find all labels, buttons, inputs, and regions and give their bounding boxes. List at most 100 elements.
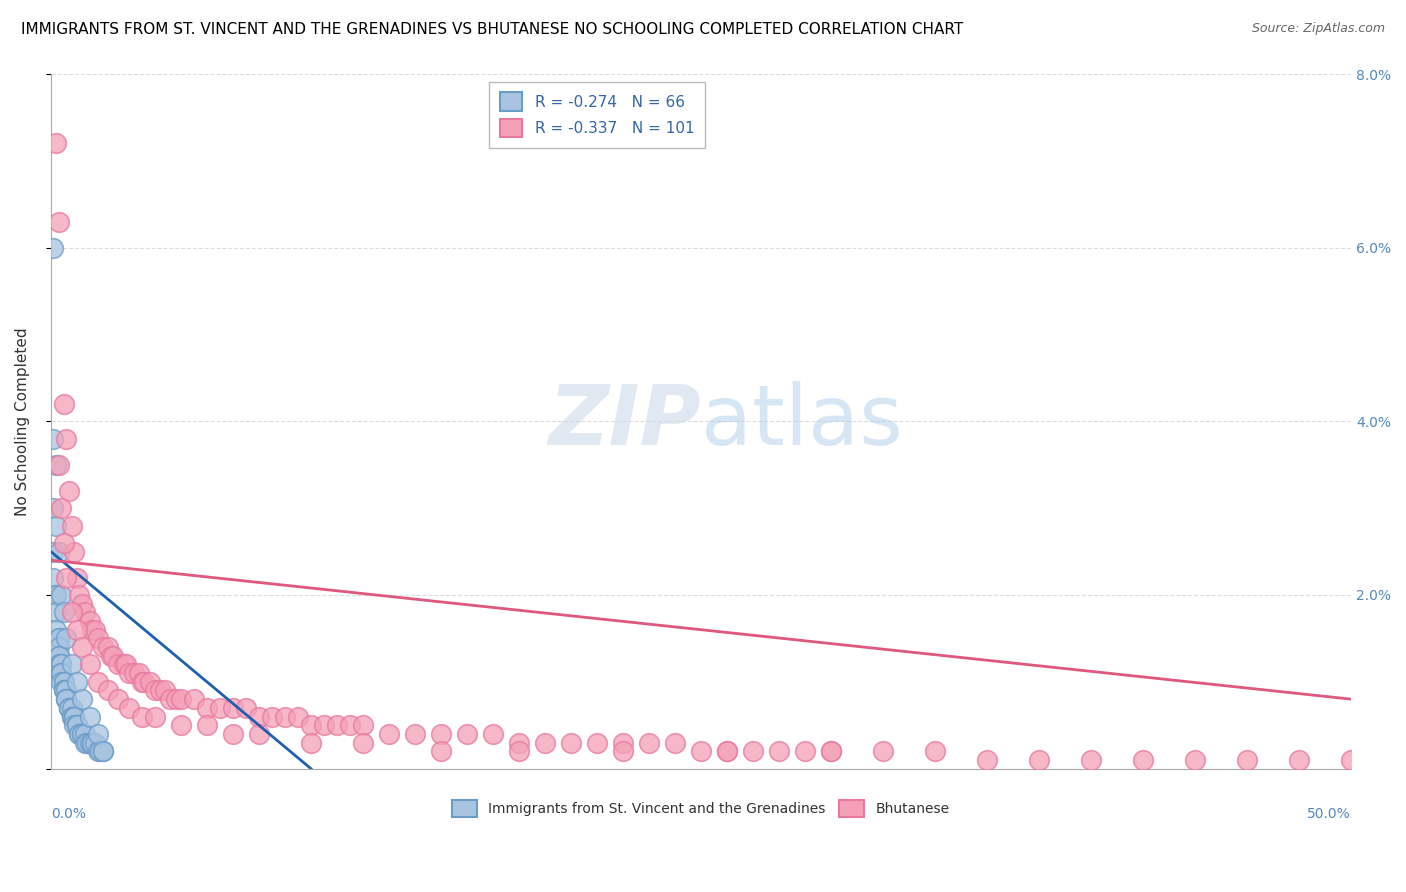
Point bbox=[55, 692, 77, 706]
Point bbox=[89, 744, 111, 758]
Point bbox=[51, 674, 73, 689]
Point bbox=[79, 614, 101, 628]
Point bbox=[70, 727, 93, 741]
Point bbox=[58, 701, 80, 715]
Point bbox=[48, 632, 70, 646]
Point bbox=[560, 735, 582, 749]
Point bbox=[107, 692, 129, 706]
Point bbox=[716, 744, 738, 758]
Point bbox=[143, 683, 166, 698]
Point bbox=[149, 683, 172, 698]
Point bbox=[768, 744, 790, 758]
Point bbox=[404, 727, 426, 741]
Point bbox=[112, 657, 135, 672]
Point bbox=[352, 718, 374, 732]
Point bbox=[45, 623, 67, 637]
Point bbox=[612, 744, 634, 758]
Point bbox=[48, 632, 70, 646]
Point bbox=[51, 666, 73, 681]
Point bbox=[97, 640, 120, 654]
Point bbox=[195, 701, 218, 715]
Point bbox=[60, 709, 83, 723]
Point bbox=[247, 727, 270, 741]
Point bbox=[1080, 753, 1102, 767]
Point bbox=[195, 718, 218, 732]
Y-axis label: No Schooling Completed: No Schooling Completed bbox=[15, 327, 30, 516]
Point bbox=[51, 501, 73, 516]
Point bbox=[339, 718, 361, 732]
Point bbox=[1340, 753, 1362, 767]
Point bbox=[52, 683, 75, 698]
Point bbox=[222, 727, 245, 741]
Point bbox=[48, 648, 70, 663]
Point bbox=[73, 727, 96, 741]
Point bbox=[794, 744, 817, 758]
Point bbox=[82, 735, 104, 749]
Point bbox=[612, 735, 634, 749]
Point bbox=[52, 397, 75, 411]
Point bbox=[170, 718, 193, 732]
Point bbox=[183, 692, 205, 706]
Point bbox=[82, 623, 104, 637]
Point bbox=[100, 648, 122, 663]
Point bbox=[70, 692, 93, 706]
Point bbox=[82, 735, 104, 749]
Point bbox=[534, 735, 557, 749]
Point bbox=[66, 718, 89, 732]
Point bbox=[742, 744, 765, 758]
Point bbox=[118, 701, 141, 715]
Point bbox=[45, 458, 67, 472]
Point bbox=[52, 605, 75, 619]
Point bbox=[430, 744, 453, 758]
Point bbox=[134, 674, 156, 689]
Point bbox=[131, 709, 153, 723]
Point bbox=[508, 744, 530, 758]
Point bbox=[55, 432, 77, 446]
Point bbox=[299, 718, 322, 732]
Text: IMMIGRANTS FROM ST. VINCENT AND THE GRENADINES VS BHUTANESE NO SCHOOLING COMPLET: IMMIGRANTS FROM ST. VINCENT AND THE GREN… bbox=[21, 22, 963, 37]
Point bbox=[60, 605, 83, 619]
Point bbox=[165, 692, 187, 706]
Point bbox=[48, 544, 70, 558]
Point bbox=[66, 718, 89, 732]
Point bbox=[287, 709, 309, 723]
Point bbox=[91, 744, 114, 758]
Point bbox=[73, 735, 96, 749]
Point bbox=[378, 727, 401, 741]
Point bbox=[63, 709, 86, 723]
Point bbox=[128, 666, 150, 681]
Point bbox=[48, 458, 70, 472]
Point bbox=[45, 605, 67, 619]
Point bbox=[690, 744, 713, 758]
Point bbox=[260, 709, 283, 723]
Point bbox=[55, 692, 77, 706]
Point bbox=[924, 744, 946, 758]
Point bbox=[58, 701, 80, 715]
Point bbox=[86, 674, 108, 689]
Point bbox=[84, 735, 107, 749]
Point bbox=[107, 657, 129, 672]
Point bbox=[66, 718, 89, 732]
Point bbox=[508, 735, 530, 749]
Point bbox=[1184, 753, 1206, 767]
Point bbox=[73, 605, 96, 619]
Point bbox=[79, 709, 101, 723]
Point bbox=[86, 632, 108, 646]
Point bbox=[55, 632, 77, 646]
Point bbox=[222, 701, 245, 715]
Point bbox=[79, 657, 101, 672]
Point bbox=[131, 674, 153, 689]
Point bbox=[51, 657, 73, 672]
Point bbox=[274, 709, 297, 723]
Point bbox=[48, 657, 70, 672]
Point bbox=[456, 727, 478, 741]
Point bbox=[143, 709, 166, 723]
Point bbox=[48, 648, 70, 663]
Point bbox=[42, 571, 65, 585]
Text: Source: ZipAtlas.com: Source: ZipAtlas.com bbox=[1251, 22, 1385, 36]
Point bbox=[115, 657, 138, 672]
Point bbox=[155, 683, 177, 698]
Point bbox=[235, 701, 257, 715]
Point bbox=[1288, 753, 1310, 767]
Point bbox=[67, 588, 90, 602]
